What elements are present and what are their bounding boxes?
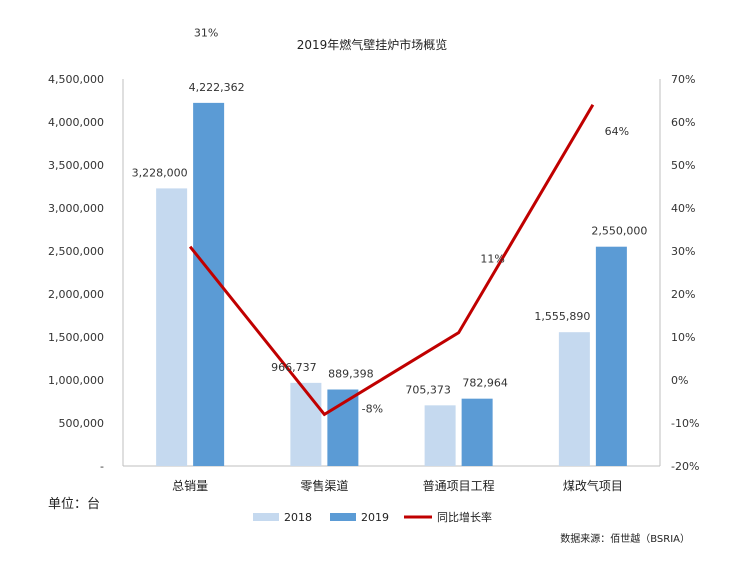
legend-item: 2018 xyxy=(253,511,312,524)
bar-2018 xyxy=(424,405,456,466)
bar-data-label: 3,228,000 xyxy=(132,166,188,179)
left-tick-label: 2,000,000 xyxy=(48,288,104,301)
bar-2018 xyxy=(558,332,590,466)
left-tick-label: 1,000,000 xyxy=(48,374,104,387)
legend-label: 2019 xyxy=(361,511,389,524)
left-tick-label: 2,500,000 xyxy=(48,245,104,258)
left-tick-label: 3,000,000 xyxy=(48,202,104,215)
legend-swatch xyxy=(253,513,279,521)
growth-line-layer xyxy=(188,104,595,417)
right-tick-label: 60% xyxy=(671,116,695,129)
legend-item: 同比增长率 xyxy=(404,510,492,524)
right-tick-label: 0% xyxy=(671,374,688,387)
right-axis: -20% -10% 0% 10% 20% 30% 40% 50% 60% 70% xyxy=(659,73,699,473)
right-tick-label: 20% xyxy=(671,288,695,301)
growth-data-label: -8% xyxy=(362,402,383,415)
bar-data-label: 889,398 xyxy=(328,368,374,381)
growth-rate-line xyxy=(188,104,595,417)
bar-data-label: 2,550,000 xyxy=(591,225,647,238)
right-tick-label: 10% xyxy=(671,331,695,344)
category-label: 普通项目工程 xyxy=(423,478,495,493)
bar-data-label: 4,222,362 xyxy=(189,81,245,94)
bar-2018 xyxy=(156,188,188,466)
growth-data-label: 11% xyxy=(480,253,504,266)
data-labels: 3,228,000 966,737 705,373 1,555,890 4,222,36… xyxy=(132,27,648,416)
unit-label: 单位：台 xyxy=(48,497,100,512)
legend-item: 2019 xyxy=(330,511,389,524)
right-tick-label: -10% xyxy=(671,417,699,430)
chart-title: 2019年燃气壁挂炉市场概览 xyxy=(297,37,448,52)
legend-label: 同比增长率 xyxy=(437,510,492,524)
bar-data-label: 705,373 xyxy=(405,383,451,396)
bar-2019 xyxy=(327,389,359,466)
growth-data-label: 31% xyxy=(194,27,218,40)
left-tick-label: - xyxy=(100,460,104,473)
legend-swatch xyxy=(330,513,356,521)
bar-data-label: 782,964 xyxy=(462,377,508,390)
category-label: 零售渠道 xyxy=(300,478,348,493)
bar-2018 xyxy=(290,382,322,466)
growth-data-label: 64% xyxy=(605,125,629,138)
bar-2019 xyxy=(461,398,493,466)
right-tick-label: 40% xyxy=(671,202,695,215)
left-tick-label: 500,000 xyxy=(59,417,105,430)
category-labels: 总销量 零售渠道 普通项目工程 煤改气项目 xyxy=(172,478,623,493)
bars xyxy=(156,102,627,467)
right-tick-label: 70% xyxy=(671,73,695,86)
category-label: 煤改气项目 xyxy=(563,478,623,493)
left-tick-label: 3,500,000 xyxy=(48,159,104,172)
bar-2019 xyxy=(595,246,627,466)
legend: 2018 2019 同比增长率 xyxy=(253,510,492,524)
right-tick-label: -20% xyxy=(671,460,699,473)
legend-label: 2018 xyxy=(284,511,312,524)
left-tick-label: 4,500,000 xyxy=(48,73,104,86)
right-tick-label: 30% xyxy=(671,245,695,258)
right-tick-label: 50% xyxy=(671,159,695,172)
source-label: 数据来源：佰世越（BSRIA） xyxy=(560,532,690,545)
bar-data-label: 966,737 xyxy=(271,361,317,374)
bar-data-label: 1,555,890 xyxy=(534,310,590,323)
left-tick-label: 4,000,000 xyxy=(48,116,104,129)
left-tick-label: 1,500,000 xyxy=(48,331,104,344)
category-label: 总销量 xyxy=(172,479,208,493)
